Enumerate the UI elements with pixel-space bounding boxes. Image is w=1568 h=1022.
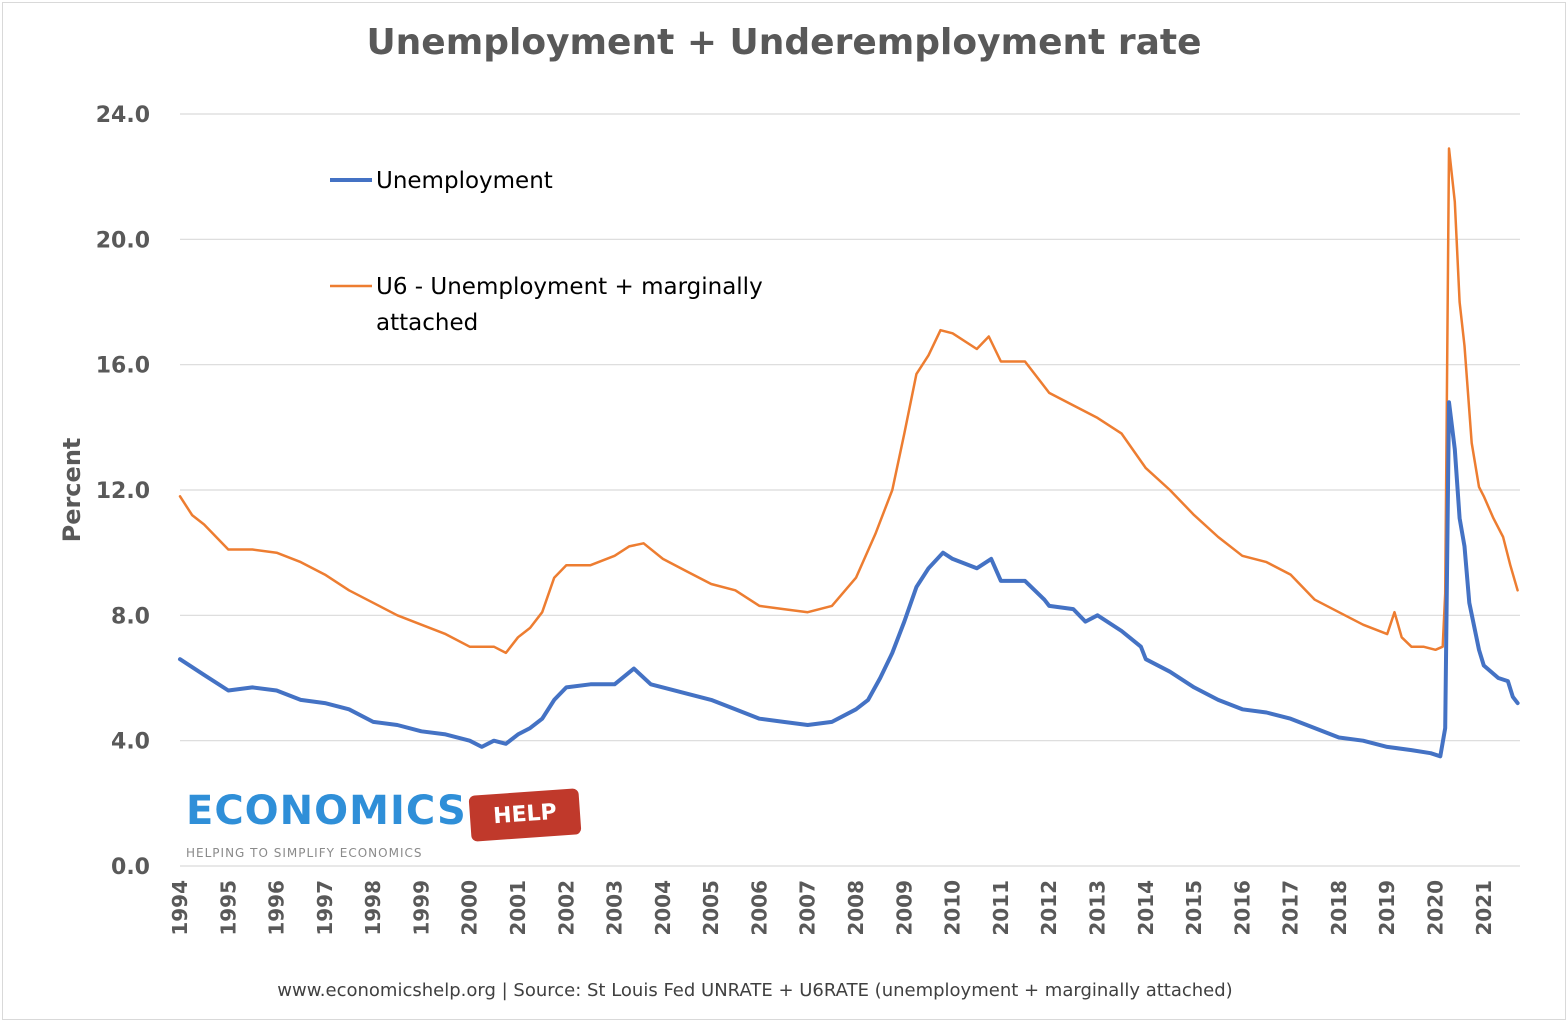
x-tick-label: 2007 [796, 880, 820, 936]
x-tick-label: 2017 [1279, 880, 1303, 936]
x-tick-label: 2001 [506, 880, 530, 936]
y-tick-label: 24.0 [96, 103, 150, 128]
x-tick-label: 2016 [1230, 880, 1254, 936]
y-tick-label: 0.0 [111, 855, 150, 880]
y-tick-label: 12.0 [96, 479, 150, 504]
y-tick-label: 4.0 [111, 730, 150, 755]
legend-label-unemployment: Unemployment [376, 168, 553, 194]
series-line-u6 [178, 147, 1519, 655]
legend-label-u6-line1: U6 - Unemployment + marginally [376, 274, 763, 300]
x-tick-label: 2009 [892, 880, 916, 936]
x-tick-label: 1999 [409, 880, 433, 936]
x-tick-label: 2003 [603, 880, 627, 936]
y-tick-label: 20.0 [96, 228, 150, 253]
logo-tag: HELP [468, 788, 582, 842]
x-tick-label: 2011 [989, 880, 1013, 936]
x-tick-label: 2014 [1134, 880, 1158, 936]
x-tick-label: 1994 [168, 880, 192, 936]
x-tick-label: 2019 [1375, 880, 1399, 936]
economics-help-logo: ECONOMICS HELP HELPING TO SIMPLIFY ECONO… [186, 788, 586, 863]
x-tick-label: 1997 [313, 880, 337, 936]
x-tick-label: 1995 [216, 880, 240, 936]
x-tick-label: 2015 [1182, 880, 1206, 936]
y-tick-label: 8.0 [111, 604, 150, 629]
x-tick-label: 2002 [554, 880, 578, 936]
x-tick-label: 2013 [1085, 880, 1109, 936]
source-footer: www.economicshelp.org | Source: St Louis… [277, 980, 1233, 1001]
x-tick-label: 2000 [458, 880, 482, 936]
gridlines [180, 113, 1520, 867]
series-lines [178, 147, 1520, 759]
x-tick-label: 2008 [844, 880, 868, 936]
logo-tagline: HELPING TO SIMPLIFY ECONOMICS [186, 846, 423, 860]
x-tick-label: 2010 [941, 880, 965, 936]
series-line-unemployment [178, 400, 1520, 759]
x-tick-label: 1996 [265, 880, 289, 936]
logo-wordmark: ECONOMICS [186, 788, 467, 834]
legend: Unemployment U6 - Unemployment + margina… [330, 168, 763, 336]
y-axis-label: Percent [58, 438, 86, 543]
y-axis-ticks: 0.0 4.0 8.0 12.0 16.0 20.0 24.0 [96, 103, 150, 880]
x-tick-label: 2006 [747, 880, 771, 936]
legend-label-u6-line2: attached [376, 310, 478, 336]
x-tick-label: 1998 [361, 880, 385, 936]
y-tick-label: 16.0 [96, 354, 150, 379]
x-tick-label: 2004 [651, 880, 675, 936]
chart-title: Unemployment + Underemployment rate [366, 22, 1202, 63]
x-tick-label: 2005 [699, 880, 723, 936]
x-tick-label: 2012 [1037, 880, 1061, 936]
x-axis-ticks: 1994 1995 1996 1997 1998 1999 2000 2001 2002 2003… [168, 880, 1496, 936]
x-tick-label: 2020 [1423, 880, 1447, 936]
x-tick-label: 2018 [1327, 880, 1351, 936]
x-tick-label: 2021 [1472, 880, 1496, 936]
